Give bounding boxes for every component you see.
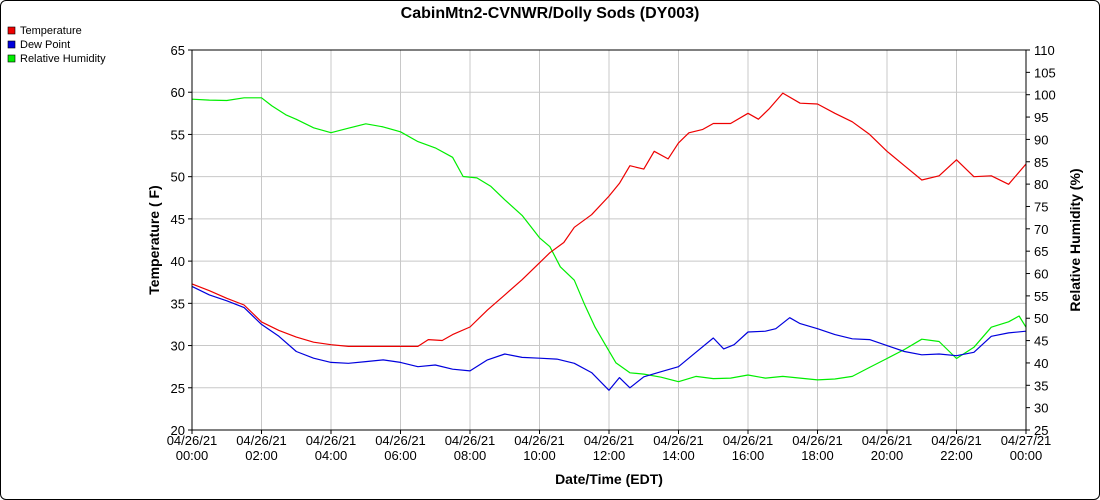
x-tick-date: 04/27/21 — [1001, 433, 1052, 448]
y-tick-label: 20 — [171, 423, 185, 438]
y2-tick-label: 30 — [1034, 401, 1048, 416]
y2-tick-label: 25 — [1034, 423, 1048, 438]
legend: Temperature Dew Point Relative Humidity — [7, 25, 106, 65]
y2-tick-label: 85 — [1034, 155, 1048, 170]
y-tick-label: 45 — [171, 212, 185, 227]
legend-label-dew-point: Dew Point — [20, 39, 70, 51]
x-tick-date: 04/26/21 — [375, 433, 426, 448]
y-tick-label: 25 — [171, 381, 185, 396]
x-axis-label: Date/Time (EDT) — [555, 471, 663, 487]
y2-tick-label: 90 — [1034, 132, 1048, 147]
chart-title: CabinMtn2-CVNWR/Dolly Sods (DY003) — [401, 5, 700, 22]
legend-label-temperature: Temperature — [20, 25, 82, 37]
y2-tick-label: 60 — [1034, 267, 1048, 282]
y2-tick-label: 105 — [1034, 65, 1056, 80]
grid — [192, 50, 1026, 430]
y-axis-label: Temperature ( F) — [146, 185, 162, 294]
y2-tick-label: 35 — [1034, 378, 1048, 393]
x-tick-date: 04/26/21 — [862, 433, 913, 448]
series-lines — [191, 92, 1027, 391]
y2-tick-labels: 25 30 35 40 45 50 55 60 65 70 75 80 85 90 95 100 105 110 — [1026, 43, 1056, 438]
x-tick-time: 08:00 — [454, 448, 487, 463]
x-tick-time: 02:00 — [245, 448, 278, 463]
y2-tick-label: 110 — [1034, 43, 1055, 58]
x-tick-time: 14:00 — [662, 448, 695, 463]
y-tick-label: 55 — [171, 127, 185, 142]
x-tick-date: 04/26/21 — [792, 433, 843, 448]
x-tick-time: 16:00 — [732, 448, 765, 463]
y-tick-label: 60 — [171, 85, 185, 100]
x-tick-time: 04:00 — [315, 448, 348, 463]
y2-tick-label: 95 — [1034, 110, 1048, 125]
y2-tick-label: 70 — [1034, 222, 1048, 237]
y-tick-labels: 20 25 30 35 40 45 50 55 60 65 — [171, 43, 192, 438]
y-tick-label: 35 — [171, 296, 185, 311]
x-tick-date: 04/26/21 — [931, 433, 982, 448]
y-tick-label: 30 — [171, 339, 185, 354]
y-tick-label: 40 — [171, 254, 185, 269]
x-tick-date: 04/26/21 — [445, 433, 496, 448]
y2-tick-label: 50 — [1034, 311, 1048, 326]
legend-label-relative-humidity: Relative Humidity — [20, 53, 106, 65]
x-tick-time: 18:00 — [801, 448, 834, 463]
x-tick-time: 06:00 — [384, 448, 417, 463]
x-tick-date: 04/26/21 — [514, 433, 565, 448]
y2-tick-label: 80 — [1034, 177, 1048, 192]
y2-tick-label: 65 — [1034, 244, 1048, 259]
x-tick-date: 04/26/21 — [167, 433, 218, 448]
x-tick-date: 04/26/21 — [584, 433, 635, 448]
y2-tick-label: 75 — [1034, 199, 1048, 214]
legend-swatch-temperature — [7, 26, 16, 35]
y-tick-label: 50 — [171, 170, 185, 185]
x-tick-time: 22:00 — [940, 448, 973, 463]
legend-swatch-relative-humidity — [7, 54, 16, 63]
y2-axis-label: Relative Humidity (%) — [1067, 168, 1083, 311]
x-tick-date: 04/26/21 — [306, 433, 357, 448]
y-tick-label: 65 — [171, 43, 185, 58]
dew-point-line — [191, 285, 1027, 391]
x-tick-time: 00:00 — [1010, 448, 1043, 463]
x-tick-date: 04/26/21 — [653, 433, 704, 448]
y2-tick-label: 100 — [1034, 88, 1056, 103]
x-tick-date: 04/26/21 — [723, 433, 774, 448]
y2-tick-label: 40 — [1034, 356, 1048, 371]
x-tick-time: 10:00 — [523, 448, 556, 463]
legend-swatch-dew-point — [7, 40, 16, 49]
x-tick-time: 20:00 — [871, 448, 904, 463]
x-tick-date: 04/26/21 — [236, 433, 287, 448]
y2-tick-label: 55 — [1034, 289, 1048, 304]
temperature-line — [191, 92, 1027, 347]
x-tick-time: 00:00 — [176, 448, 209, 463]
relative-humidity-line — [191, 97, 1027, 383]
y2-tick-label: 45 — [1034, 334, 1048, 349]
x-tick-time: 12:00 — [593, 448, 626, 463]
x-tick-labels: 04/26/2100:0004/26/2102:0004/26/2104:000… — [167, 430, 1052, 463]
